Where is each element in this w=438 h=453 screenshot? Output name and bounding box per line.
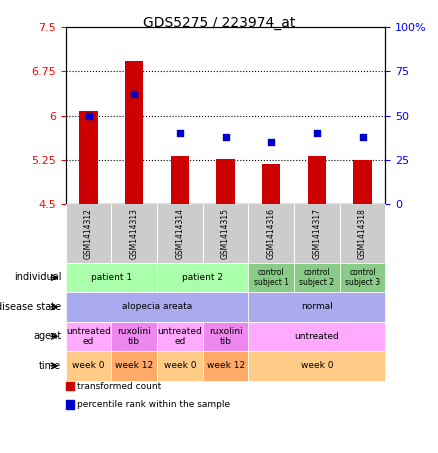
Text: ruxolini
tib: ruxolini tib	[208, 327, 243, 346]
Text: week 0: week 0	[300, 361, 333, 370]
Text: week 12: week 12	[115, 361, 153, 370]
Text: time: time	[39, 361, 61, 371]
Text: week 0: week 0	[164, 361, 196, 370]
Text: week 0: week 0	[72, 361, 105, 370]
Point	[85, 112, 92, 119]
Text: patient 1: patient 1	[91, 273, 132, 282]
Text: GSM1414315: GSM1414315	[221, 208, 230, 259]
Text: transformed count: transformed count	[77, 382, 161, 391]
Bar	[262, 164, 280, 204]
Bar	[171, 155, 189, 204]
Point	[314, 130, 321, 137]
Text: GSM1414314: GSM1414314	[175, 208, 184, 259]
Bar	[308, 155, 326, 204]
Bar	[216, 159, 235, 204]
Text: untreated
ed: untreated ed	[158, 327, 202, 346]
Text: week 12: week 12	[206, 361, 245, 370]
Bar	[79, 111, 98, 204]
Bar	[125, 61, 143, 204]
Text: patient 2: patient 2	[182, 273, 223, 282]
Point	[359, 133, 366, 140]
Text: untreated
ed: untreated ed	[66, 327, 111, 346]
Point	[131, 91, 138, 98]
Text: control
subject 2: control subject 2	[300, 268, 335, 287]
Text: normal: normal	[301, 303, 333, 311]
Text: agent: agent	[33, 331, 61, 342]
Text: GSM1414316: GSM1414316	[267, 208, 276, 259]
Text: GSM1414318: GSM1414318	[358, 208, 367, 259]
Text: percentile rank within the sample: percentile rank within the sample	[77, 400, 230, 409]
Text: untreated: untreated	[294, 332, 339, 341]
Text: GSM1414313: GSM1414313	[130, 208, 139, 259]
Text: alopecia areata: alopecia areata	[122, 303, 192, 311]
Text: control
subject 3: control subject 3	[345, 268, 380, 287]
Text: disease state: disease state	[0, 302, 61, 312]
Text: individual: individual	[14, 272, 61, 283]
Text: GDS5275 / 223974_at: GDS5275 / 223974_at	[143, 16, 295, 30]
Bar	[353, 160, 372, 204]
Text: ruxolini
tib: ruxolini tib	[117, 327, 151, 346]
Point	[222, 133, 229, 140]
Text: GSM1414312: GSM1414312	[84, 208, 93, 259]
Point	[177, 130, 184, 137]
Text: GSM1414317: GSM1414317	[312, 208, 321, 259]
Point	[268, 138, 275, 145]
Text: control
subject 1: control subject 1	[254, 268, 289, 287]
